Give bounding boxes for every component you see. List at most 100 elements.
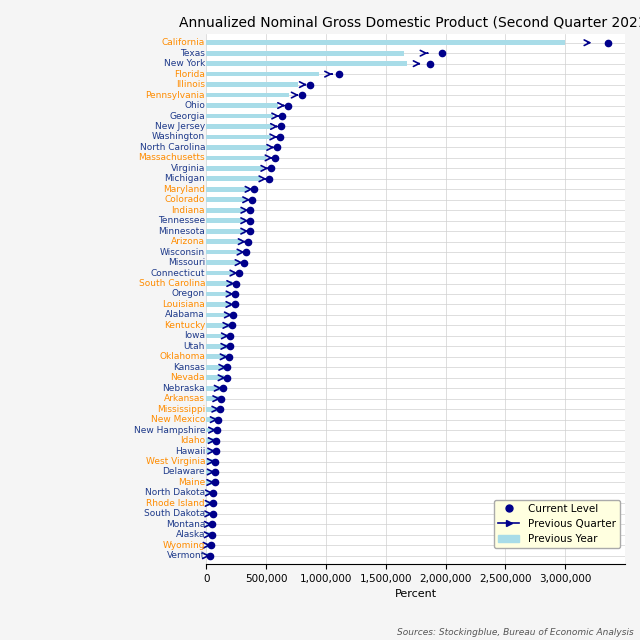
- Text: Utah: Utah: [184, 342, 205, 351]
- Text: Indiana: Indiana: [172, 205, 205, 215]
- Bar: [206, 40, 565, 45]
- Text: New Jersey: New Jersey: [155, 122, 205, 131]
- Text: Vermont: Vermont: [167, 551, 205, 560]
- Text: Illinois: Illinois: [176, 80, 205, 89]
- Text: Wyoming: Wyoming: [163, 541, 205, 550]
- Text: Sources: Stockingblue, Bureau of Economic Analysis: Sources: Stockingblue, Bureau of Economi…: [397, 628, 634, 637]
- Text: Oregon: Oregon: [172, 289, 205, 298]
- Bar: [206, 187, 249, 191]
- Bar: [206, 82, 298, 87]
- X-axis label: Percent: Percent: [395, 589, 436, 600]
- Bar: [206, 281, 232, 286]
- Text: West Virginia: West Virginia: [146, 457, 205, 466]
- Text: California: California: [162, 38, 205, 47]
- Bar: [206, 124, 272, 129]
- Bar: [206, 271, 235, 275]
- Bar: [206, 72, 319, 76]
- Text: Maryland: Maryland: [163, 185, 205, 194]
- Bar: [206, 103, 278, 108]
- Bar: [206, 260, 239, 265]
- Bar: [206, 312, 230, 317]
- Text: Arizona: Arizona: [171, 237, 205, 246]
- Text: Wisconsin: Wisconsin: [160, 248, 205, 257]
- Bar: [206, 197, 246, 202]
- Text: Rhode Island: Rhode Island: [147, 499, 205, 508]
- Bar: [206, 376, 224, 380]
- Text: Kansas: Kansas: [173, 363, 205, 372]
- Text: South Carolina: South Carolina: [139, 279, 205, 288]
- Bar: [206, 459, 214, 464]
- Title: Annualized Nominal Gross Domestic Product (Second Quarter 2021): Annualized Nominal Gross Domestic Produc…: [179, 15, 640, 29]
- Bar: [206, 522, 212, 527]
- Text: South Dakota: South Dakota: [144, 509, 205, 518]
- Text: Hawaii: Hawaii: [175, 447, 205, 456]
- Text: Montana: Montana: [166, 520, 205, 529]
- Bar: [206, 501, 212, 506]
- Bar: [206, 93, 289, 97]
- Text: Missouri: Missouri: [168, 258, 205, 267]
- Text: Nevada: Nevada: [171, 373, 205, 382]
- Bar: [206, 134, 271, 140]
- Bar: [206, 292, 231, 296]
- Text: Alaska: Alaska: [175, 531, 205, 540]
- Bar: [206, 114, 273, 118]
- Bar: [206, 302, 231, 307]
- Bar: [206, 166, 263, 171]
- Bar: [206, 386, 221, 390]
- Bar: [206, 554, 210, 558]
- Text: North Carolina: North Carolina: [140, 143, 205, 152]
- Text: Oklahoma: Oklahoma: [159, 352, 205, 362]
- Text: Iowa: Iowa: [184, 332, 205, 340]
- Text: Colorado: Colorado: [164, 195, 205, 204]
- Bar: [206, 438, 215, 443]
- Text: Delaware: Delaware: [163, 467, 205, 477]
- Text: Ohio: Ohio: [184, 101, 205, 110]
- Text: Louisiana: Louisiana: [163, 300, 205, 309]
- Text: Texas: Texas: [180, 49, 205, 58]
- Text: New Mexico: New Mexico: [151, 415, 205, 424]
- Bar: [206, 532, 212, 537]
- Text: Georgia: Georgia: [170, 111, 205, 120]
- Text: Washington: Washington: [152, 132, 205, 141]
- Text: Tennessee: Tennessee: [158, 216, 205, 225]
- Text: New Hampshire: New Hampshire: [134, 426, 205, 435]
- Bar: [206, 208, 245, 212]
- Bar: [206, 407, 218, 412]
- Text: Minnesota: Minnesota: [158, 227, 205, 236]
- Text: Massachusetts: Massachusetts: [138, 154, 205, 163]
- Bar: [206, 417, 217, 422]
- Bar: [206, 428, 216, 433]
- Text: Michigan: Michigan: [164, 174, 205, 183]
- Text: New York: New York: [164, 59, 205, 68]
- Legend: Current Level, Previous Quarter, Previous Year: Current Level, Previous Quarter, Previou…: [494, 500, 620, 548]
- Bar: [206, 229, 244, 234]
- Bar: [206, 218, 245, 223]
- Text: Idaho: Idaho: [180, 436, 205, 445]
- Bar: [206, 156, 266, 160]
- Bar: [206, 333, 227, 338]
- Text: Pennsylvania: Pennsylvania: [146, 91, 205, 100]
- Bar: [206, 355, 226, 359]
- Text: Kentucky: Kentucky: [164, 321, 205, 330]
- Bar: [206, 543, 211, 548]
- Bar: [206, 250, 241, 255]
- Bar: [206, 177, 261, 181]
- Bar: [206, 511, 212, 516]
- Bar: [206, 61, 407, 66]
- Bar: [206, 480, 214, 485]
- Text: North Dakota: North Dakota: [145, 488, 205, 497]
- Bar: [206, 239, 242, 244]
- Bar: [206, 145, 268, 150]
- Bar: [206, 51, 404, 56]
- Bar: [206, 470, 214, 474]
- Bar: [206, 344, 227, 349]
- Text: Connecticut: Connecticut: [150, 269, 205, 278]
- Text: Mississippi: Mississippi: [157, 404, 205, 413]
- Text: Maine: Maine: [178, 478, 205, 487]
- Bar: [206, 449, 214, 453]
- Bar: [206, 323, 228, 328]
- Text: Florida: Florida: [174, 70, 205, 79]
- Text: Alabama: Alabama: [165, 310, 205, 319]
- Text: Virginia: Virginia: [171, 164, 205, 173]
- Text: Nebraska: Nebraska: [163, 384, 205, 393]
